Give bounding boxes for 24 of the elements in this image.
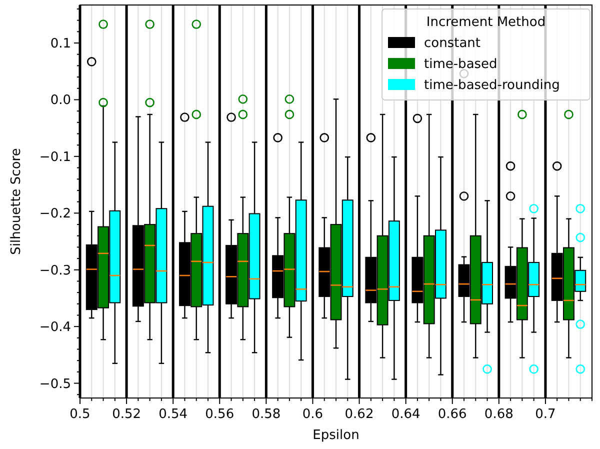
y-tick-label: −0.4 xyxy=(39,320,71,336)
legend-title: Increment Method xyxy=(426,15,546,30)
legend-label: constant xyxy=(424,36,481,51)
legend-label: time-based-rounding xyxy=(424,78,560,93)
x-tick-label: 0.5 xyxy=(70,407,90,422)
x-tick-label: 0.58 xyxy=(252,407,281,422)
y-tick-label: 0.1 xyxy=(50,36,71,52)
y-axis-title: Silhouette Score xyxy=(9,148,24,255)
x-axis-title: Epsilon xyxy=(312,428,360,443)
x-tick-label: 0.68 xyxy=(484,407,514,422)
y-tick-label: −0.5 xyxy=(39,376,71,392)
x-tick-label: 0.62 xyxy=(344,407,374,422)
y-tick-label: −0.2 xyxy=(39,206,71,222)
y-tick-label: −0.1 xyxy=(39,150,71,165)
x-tick-label: 0.66 xyxy=(438,407,467,422)
x-tick-label: 0.52 xyxy=(112,407,142,422)
legend-label: time-based xyxy=(424,57,498,72)
y-tick-label: 0.0 xyxy=(50,93,71,108)
x-tick-label: 0.7 xyxy=(535,407,556,422)
x-tick-label: 0.54 xyxy=(158,407,188,422)
x-tick-label: 0.64 xyxy=(391,407,420,422)
y-tick-label: −0.3 xyxy=(39,263,71,278)
x-tick-label: 0.56 xyxy=(205,407,234,422)
x-tick-label: 0.6 xyxy=(302,407,324,422)
